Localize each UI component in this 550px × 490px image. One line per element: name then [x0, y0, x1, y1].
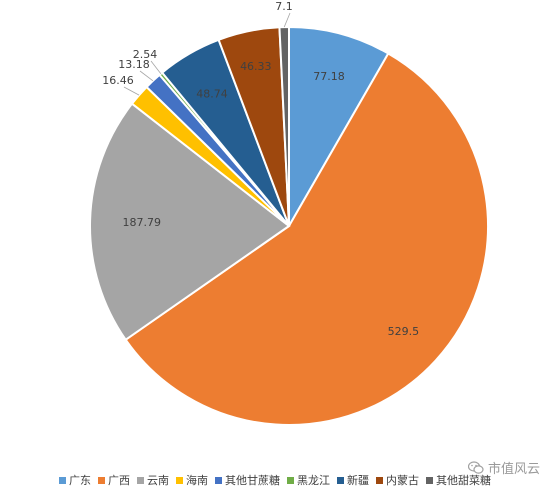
legend-label: 广东	[69, 474, 91, 487]
legend-item-7: 新疆	[337, 472, 369, 488]
legend-swatch	[215, 476, 222, 484]
legend-swatch	[287, 476, 294, 484]
legend-item-3: 云南	[137, 472, 169, 488]
legend-swatch	[59, 476, 66, 484]
legend-item-6: 黑龙江	[287, 472, 330, 488]
pie-slice-1	[288, 25, 390, 230]
data-labels: 77.18 529.5 187.79 16.46 13.182.54 48.74 46.33…	[102, 0, 419, 338]
legend-item-1: 广东	[59, 472, 91, 488]
legend-swatch	[176, 476, 183, 484]
legend-label: 其他甘蔗糖	[225, 474, 280, 487]
wechat-icon	[467, 460, 484, 474]
legend-swatch	[137, 476, 144, 484]
data-label-4: 16.46	[102, 74, 134, 87]
pie-slice-2	[124, 52, 489, 426]
data-label-1: 77.18	[313, 70, 345, 83]
data-label-8: 46.33	[240, 60, 272, 73]
data-label-7: 48.74	[196, 88, 228, 101]
watermark-text: 市值风云	[487, 462, 540, 477]
legend-swatch	[98, 476, 105, 484]
legend-item-4: 海南	[176, 472, 208, 488]
data-label-9: 7.1	[275, 0, 293, 13]
legend-label: 云南	[147, 474, 169, 487]
leader-line-5	[139, 70, 154, 82]
pie-slice-3	[89, 102, 291, 342]
legend: 广东 广西 云南 海南 其他甘蔗糖 黑龙江 新疆 内蒙古 其他甜菜糖	[0, 470, 550, 490]
leader-line-6	[150, 60, 162, 75]
data-label-5: 13.18	[118, 58, 150, 71]
legend-label: 内蒙古	[386, 474, 419, 487]
legend-item-8: 内蒙古	[376, 472, 419, 488]
data-label-2: 529.5	[388, 325, 420, 338]
leader-lines	[123, 12, 291, 96]
legend-item-9: 其他甜菜糖	[426, 472, 491, 488]
legend-label: 广西	[108, 474, 130, 487]
legend-swatch	[376, 476, 383, 484]
legend-swatch	[337, 476, 344, 484]
legend-swatch	[426, 476, 433, 484]
leader-line-9	[283, 12, 291, 28]
legend-item-5: 其他甘蔗糖	[215, 472, 280, 488]
watermark: 市值风云	[467, 458, 540, 477]
data-label-6: 2.54	[133, 48, 158, 61]
legend-item-2: 广西	[98, 472, 130, 488]
legend-label: 黑龙江	[297, 474, 330, 487]
legend-label: 新疆	[347, 474, 369, 487]
legend-label: 其他甜菜糖	[436, 474, 491, 487]
pie-slices	[89, 25, 489, 426]
leader-line-4	[123, 86, 140, 96]
legend-label: 海南	[186, 474, 208, 487]
data-label-3: 187.79	[123, 216, 162, 229]
